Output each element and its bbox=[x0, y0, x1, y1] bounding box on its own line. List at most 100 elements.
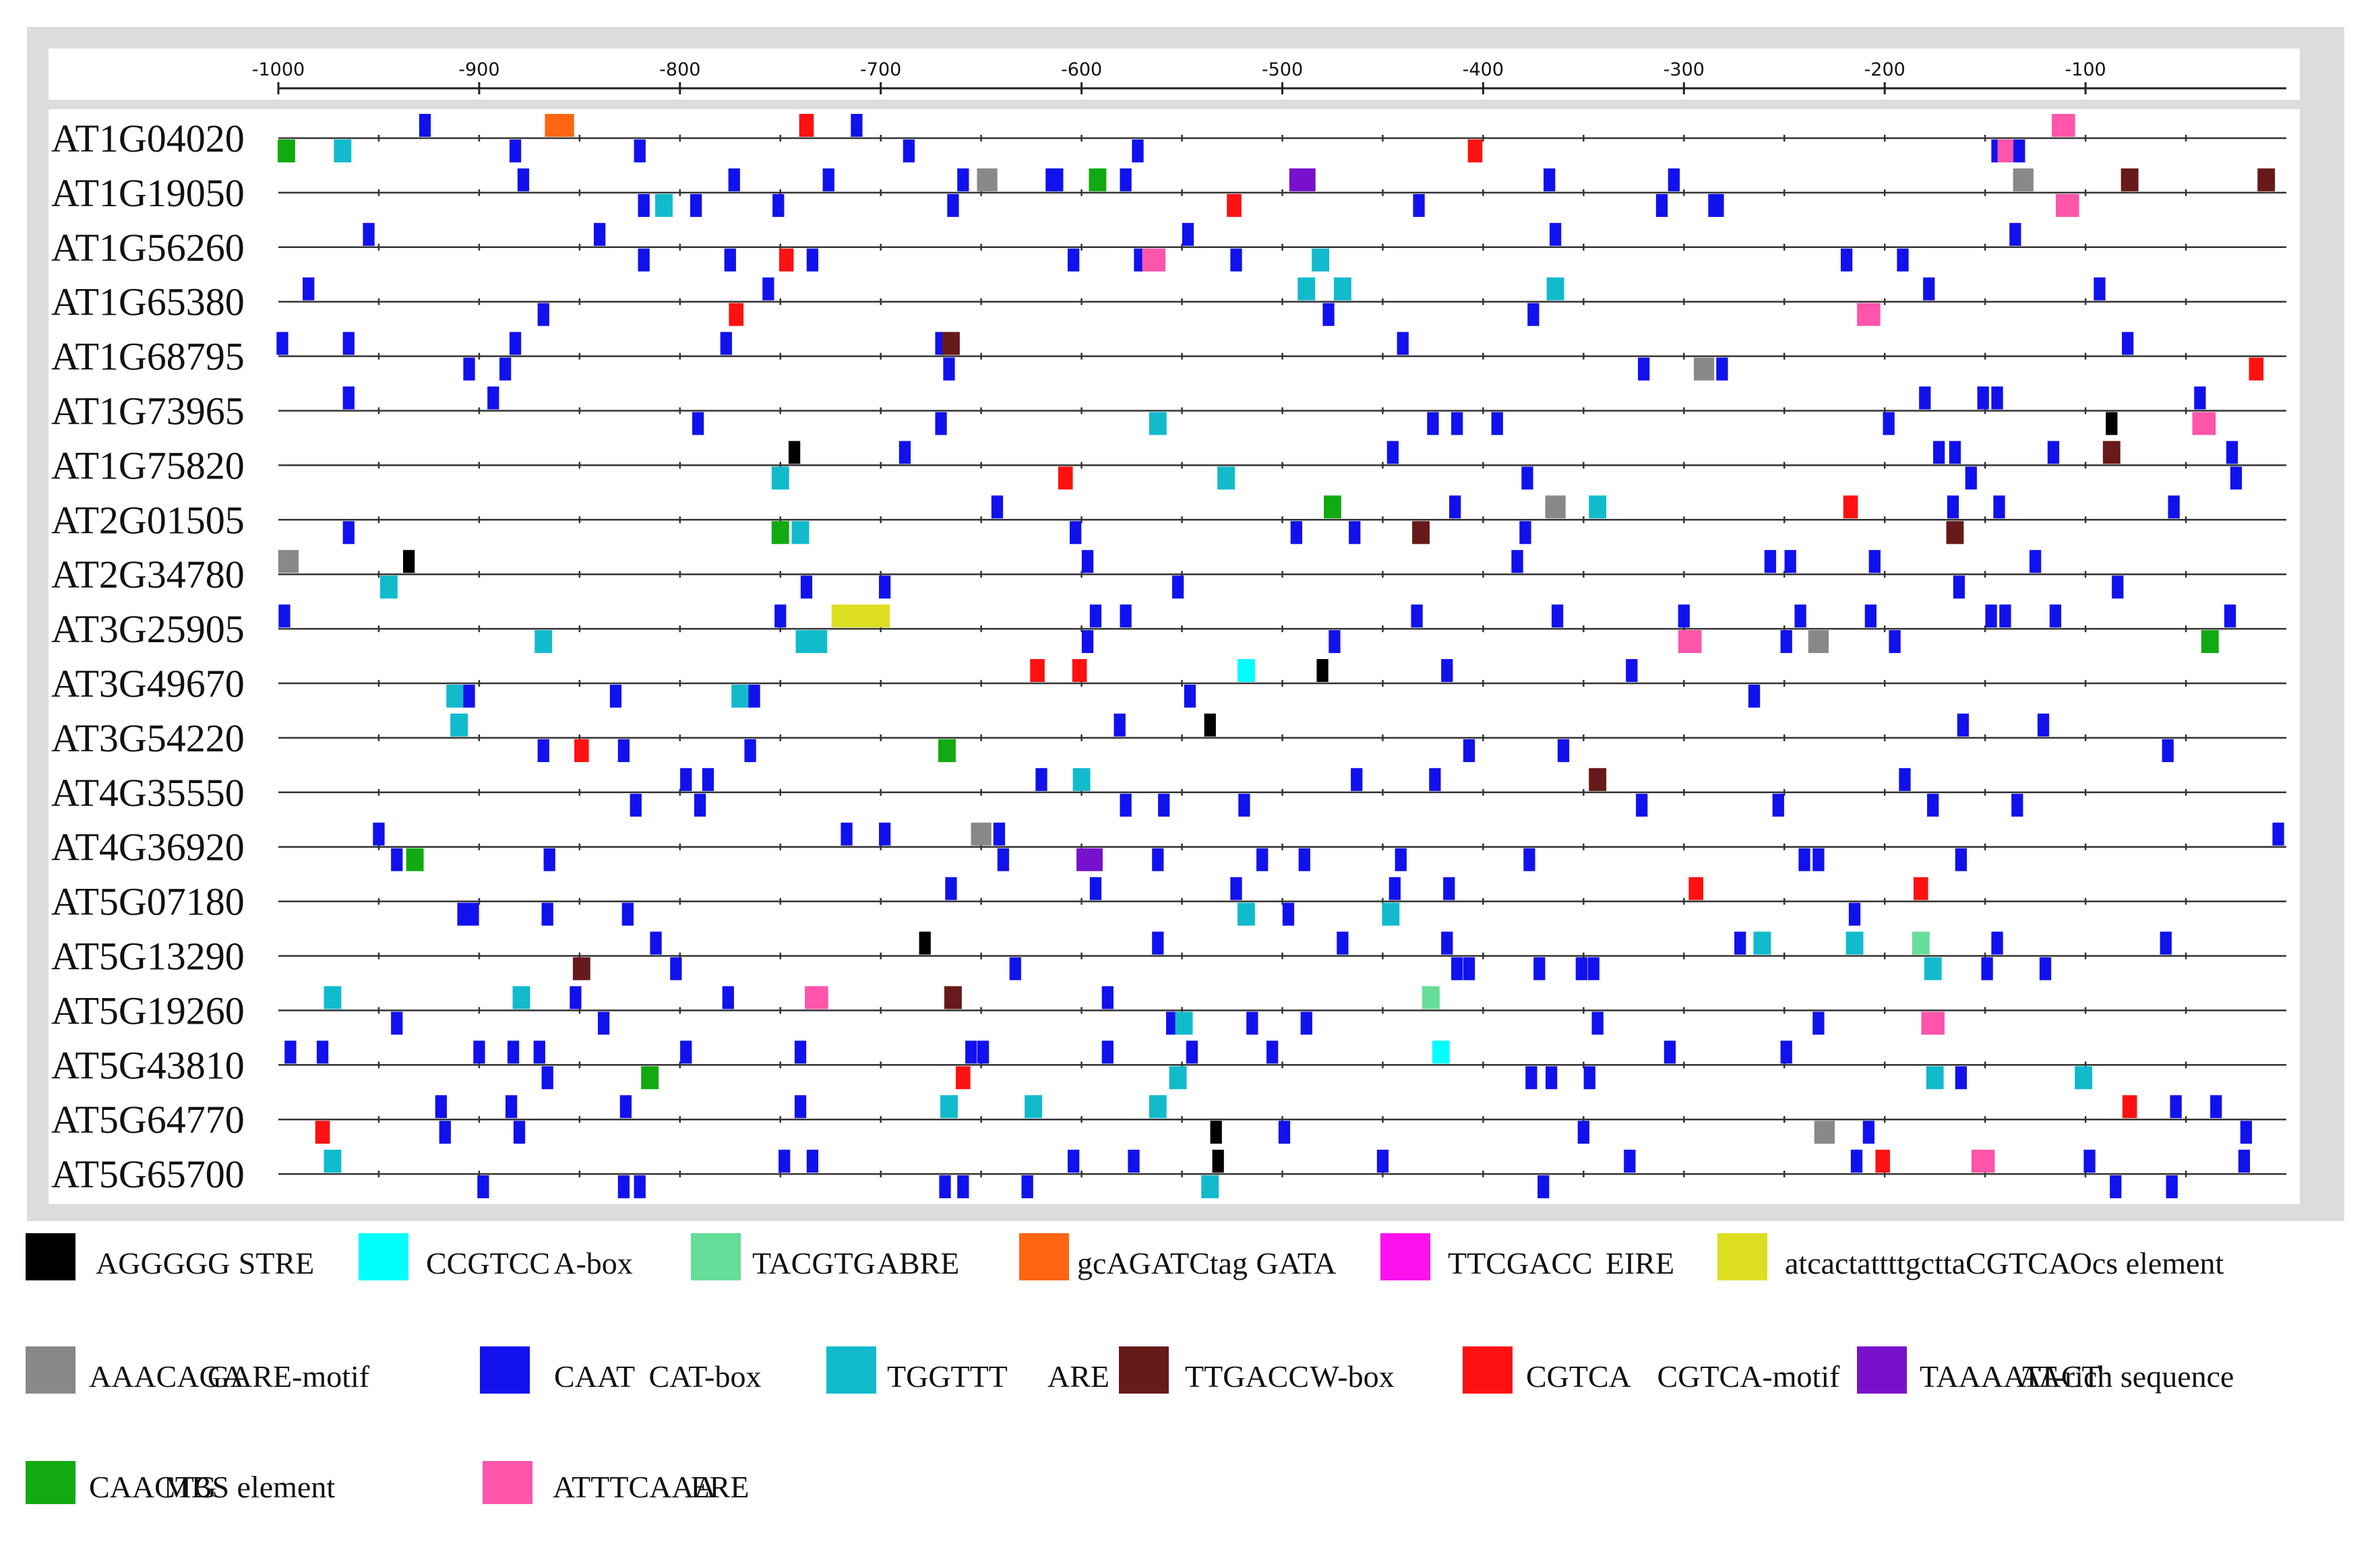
site-stre bbox=[402, 550, 415, 573]
site-caat bbox=[419, 114, 431, 137]
gene-track: AT1G68795 bbox=[51, 332, 2286, 381]
gene-label: AT4G36920 bbox=[51, 826, 245, 869]
site-caat bbox=[1993, 495, 2005, 519]
site-cgtca bbox=[1875, 1150, 1891, 1173]
site-caat bbox=[1897, 248, 1909, 272]
site-cgtca bbox=[799, 114, 814, 137]
site-gata bbox=[545, 114, 574, 137]
site-caat bbox=[609, 685, 622, 708]
legend-item: TACGTG ABRE bbox=[691, 1233, 959, 1280]
legend-swatch bbox=[1380, 1233, 1430, 1280]
legend-name: A-box bbox=[553, 1246, 633, 1280]
site-caat bbox=[1636, 793, 1648, 817]
site-caat bbox=[2238, 1150, 2251, 1173]
site-caat bbox=[1533, 957, 1546, 981]
site-are bbox=[1175, 1012, 1193, 1035]
site-caat bbox=[1186, 1040, 1198, 1064]
site-caat bbox=[670, 957, 682, 981]
x-axis: -1000 -900 -800 -700 -600 -500 -400 -300 -200 -10… bbox=[252, 59, 2286, 94]
site-caat bbox=[957, 168, 969, 191]
gene-track: AT4G36920 bbox=[51, 822, 2286, 871]
gene-label: AT4G35550 bbox=[51, 771, 245, 815]
gene-tracks: AT1G04020 AT1G19050 AT1G56260 AT1G65380 AT1G… bbox=[51, 114, 2286, 1199]
site-caat bbox=[1519, 521, 1531, 544]
x-axis-tick-label: -900 bbox=[458, 59, 499, 80]
site-caat bbox=[621, 902, 634, 926]
site-caat bbox=[977, 1040, 989, 1064]
site-stre bbox=[1210, 1121, 1222, 1144]
site-mbs bbox=[771, 521, 789, 544]
site-caat bbox=[1784, 550, 1796, 573]
site-caat bbox=[457, 902, 469, 926]
site-stre bbox=[1204, 713, 1216, 737]
site-caat bbox=[1120, 168, 1132, 191]
site-caat bbox=[1266, 1040, 1279, 1064]
legend-sequence: CGTCA bbox=[1526, 1359, 1631, 1394]
legend-swatch bbox=[26, 1233, 75, 1280]
site-caat bbox=[935, 412, 947, 435]
site-caat bbox=[1712, 193, 1724, 217]
site-gare bbox=[278, 550, 299, 573]
site-caat bbox=[1376, 1150, 1389, 1173]
site-caat bbox=[1734, 931, 1746, 955]
site-cgtca bbox=[574, 739, 589, 762]
site-caat bbox=[1772, 793, 1784, 817]
site-w-box bbox=[944, 986, 962, 1009]
site-caat bbox=[634, 1175, 646, 1199]
site-caat bbox=[342, 332, 355, 355]
site-caat bbox=[1182, 222, 1194, 246]
x-axis-tick-label: -100 bbox=[2065, 59, 2106, 80]
site-caat bbox=[2122, 332, 2134, 355]
legend-item: AGGGGG STRE bbox=[26, 1233, 314, 1280]
site-caat bbox=[1463, 957, 1475, 981]
site-caat bbox=[993, 822, 1006, 846]
site-caat bbox=[2162, 739, 2174, 762]
site-gare bbox=[2013, 168, 2034, 191]
site-gare bbox=[1808, 630, 1829, 654]
site-caat bbox=[509, 139, 522, 162]
site-caat bbox=[517, 168, 530, 191]
site-mbs bbox=[938, 739, 956, 762]
site-caat bbox=[1862, 1121, 1875, 1144]
site-caat bbox=[1449, 495, 1461, 519]
site-caat bbox=[463, 357, 475, 381]
site-caat bbox=[1798, 848, 1810, 871]
legend-item: gcAGATCtag GATA bbox=[1019, 1233, 1336, 1280]
site-caat bbox=[2224, 604, 2236, 628]
site-caat bbox=[779, 1150, 791, 1173]
site-caat bbox=[1764, 550, 1777, 573]
legend-name: CAT-box bbox=[649, 1359, 762, 1394]
site-cgtca bbox=[1227, 193, 1242, 217]
gene-label: AT3G54220 bbox=[51, 716, 245, 760]
site-w-box bbox=[942, 332, 960, 355]
site-caat bbox=[284, 1040, 297, 1064]
gene-track: AT2G01505 bbox=[51, 495, 2286, 544]
site-caat bbox=[1351, 768, 1363, 791]
site-abre bbox=[1422, 986, 1440, 1009]
site-caat bbox=[1638, 357, 1650, 381]
site-caat bbox=[1089, 604, 1102, 628]
site-are bbox=[334, 139, 352, 162]
gene-label: AT1G56260 bbox=[51, 226, 245, 270]
site-caat bbox=[822, 168, 834, 191]
site-caat bbox=[1780, 630, 1792, 654]
site-caat bbox=[947, 193, 959, 217]
gene-track: AT2G34780 bbox=[51, 550, 2286, 599]
site-caat bbox=[2166, 1175, 2178, 1199]
site-caat bbox=[467, 902, 479, 926]
site-caat bbox=[1230, 248, 1242, 272]
site-caat bbox=[1184, 685, 1196, 708]
site-caat bbox=[1991, 386, 2003, 410]
legend-sequence: gcAGATCtag bbox=[1077, 1246, 1248, 1280]
site-caat bbox=[1246, 1012, 1258, 1035]
site-caat bbox=[278, 604, 291, 628]
site-caat bbox=[638, 248, 650, 272]
site-caat bbox=[473, 1040, 485, 1064]
legend-item: TGGTTT ARE bbox=[826, 1346, 1109, 1394]
site-caat bbox=[435, 1095, 447, 1119]
site-caat bbox=[898, 441, 911, 464]
site-caat bbox=[939, 1175, 951, 1199]
site-caat bbox=[1957, 713, 1970, 737]
legend-name: MBS element bbox=[164, 1470, 335, 1504]
